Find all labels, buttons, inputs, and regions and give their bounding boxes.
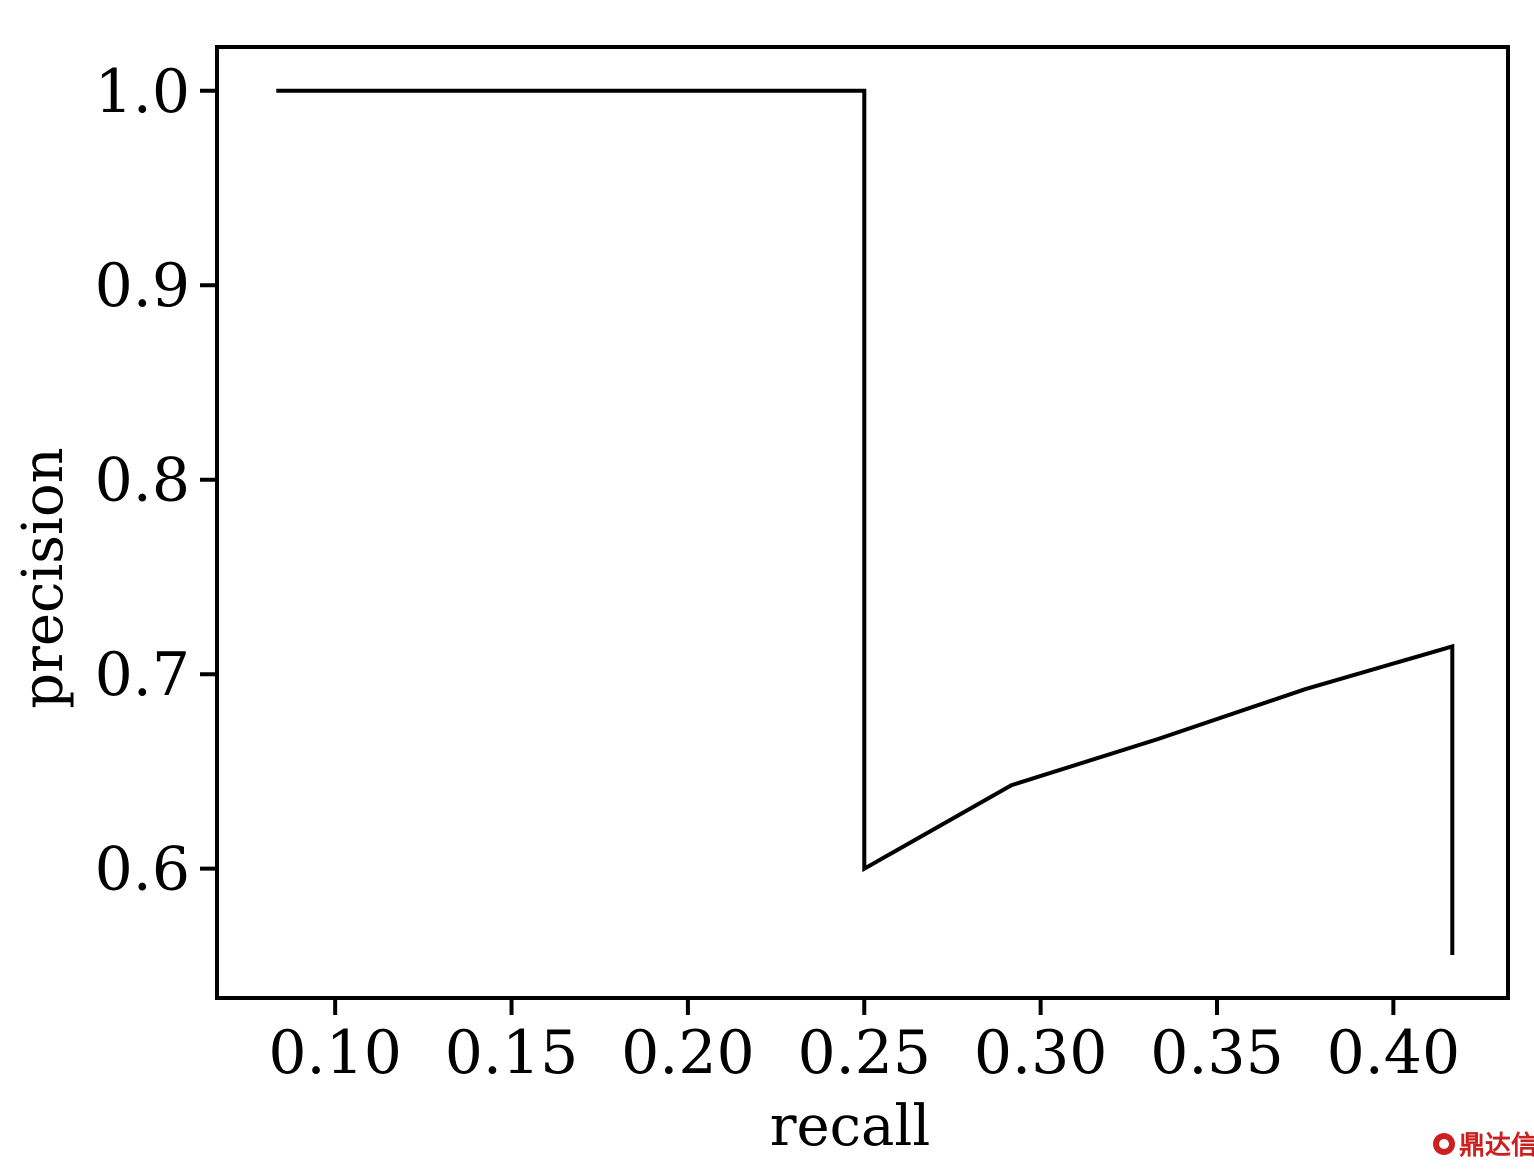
y-axis-ticks: 0.6 0.7 0.8 0.9 1.0 <box>95 57 217 905</box>
y-axis-title: precision <box>11 447 76 708</box>
y-tick-label: 0.7 <box>95 640 190 710</box>
x-tick-label: 0.10 <box>268 1018 402 1088</box>
x-tick-label: 0.15 <box>445 1018 579 1088</box>
x-tick-label: 0.30 <box>974 1018 1108 1088</box>
watermark: 鼎达信 <box>1433 1131 1534 1161</box>
series-line <box>276 88 1455 955</box>
x-tick-label: 0.40 <box>1327 1018 1461 1088</box>
x-tick-label: 0.25 <box>797 1018 931 1088</box>
series-layer <box>276 88 1455 955</box>
y-tick-label: 0.9 <box>95 251 190 321</box>
y-tick-label: 1.0 <box>95 57 190 127</box>
x-tick-label: 0.35 <box>1150 1018 1284 1088</box>
x-tick-label: 0.20 <box>621 1018 755 1088</box>
y-tick-label: 0.8 <box>95 446 190 516</box>
watermark-logo-icon-inner <box>1439 1139 1449 1149</box>
x-axis-title: recall <box>770 1094 930 1159</box>
y-tick-label: 0.6 <box>95 835 190 905</box>
x-axis-ticks: 0.10 0.15 0.20 0.25 0.30 0.35 0.40 <box>268 998 1460 1088</box>
watermark-text: 鼎达信 <box>1459 1131 1534 1161</box>
